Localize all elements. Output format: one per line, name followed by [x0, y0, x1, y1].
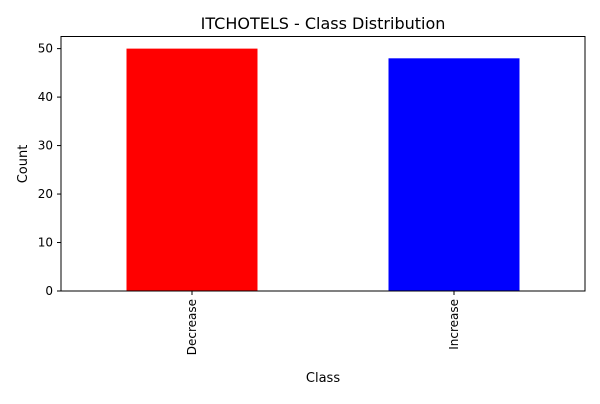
bars-layer: [126, 48, 520, 291]
y-axis-label: Count: [16, 145, 31, 184]
y-tick-label: 50: [38, 42, 53, 56]
bar-increase: [388, 58, 520, 291]
y-tick-label: 30: [38, 139, 53, 153]
y-axis: 0 10 20 30 40 50: [38, 42, 61, 298]
x-tick-label-decrease: Decrease: [185, 299, 199, 355]
x-axis: Decrease Increase: [185, 291, 461, 355]
x-axis-label: Class: [306, 371, 340, 386]
x-tick-label-increase: Increase: [447, 299, 461, 350]
y-tick-label: 20: [38, 187, 53, 201]
y-tick-label: 10: [38, 236, 53, 250]
chart-title: ITCHOTELS - Class Distribution: [201, 14, 446, 33]
bar-decrease: [126, 48, 258, 291]
y-tick-label: 0: [45, 284, 53, 298]
plot-area-frame: [60, 36, 586, 292]
y-tick-label: 40: [38, 90, 53, 104]
